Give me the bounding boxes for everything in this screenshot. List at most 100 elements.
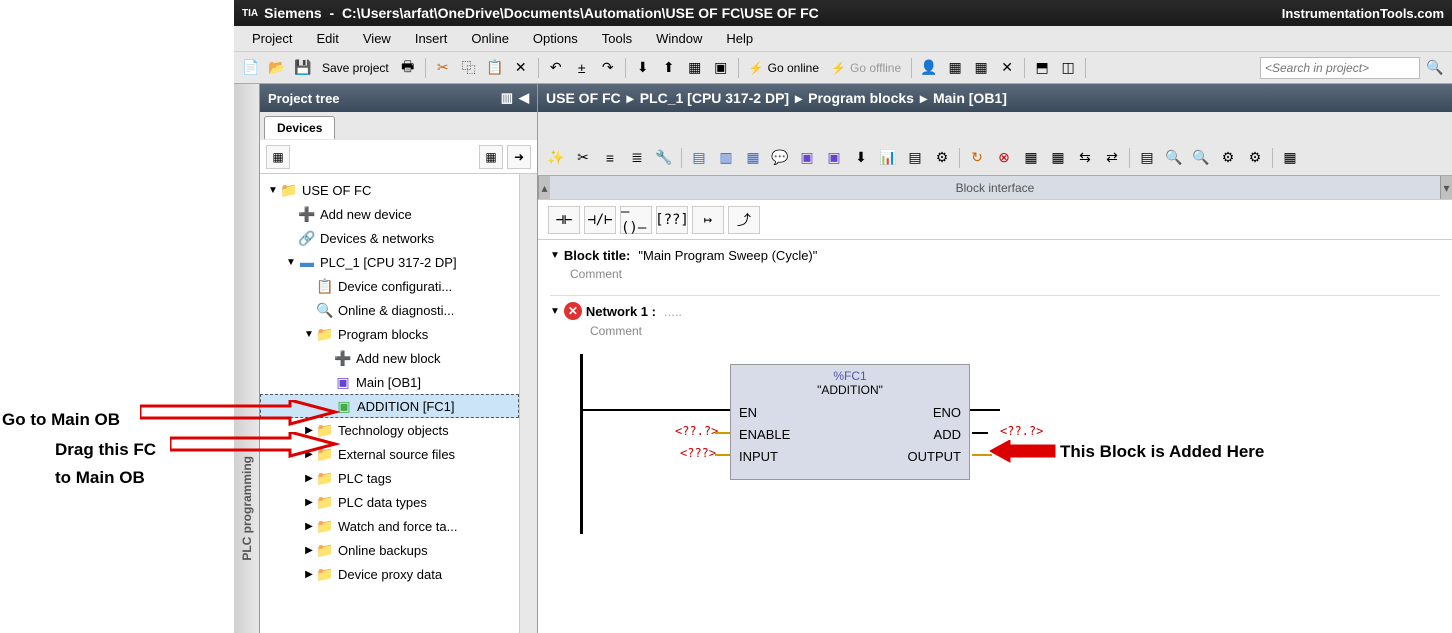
et-icon-9[interactable]: 💬 bbox=[768, 146, 792, 170]
et-icon-23[interactable]: 🔍 bbox=[1162, 146, 1186, 170]
lad-contact-nc-icon[interactable]: ⊣/⊢ bbox=[584, 206, 616, 234]
port-eno[interactable]: ENO bbox=[908, 405, 961, 427]
delete-icon[interactable]: ✕ bbox=[510, 57, 532, 79]
code-area[interactable]: ▼ Block title: "Main Program Sweep (Cycl… bbox=[538, 240, 1452, 633]
save-label[interactable]: Save project bbox=[318, 61, 393, 75]
go-online-button[interactable]: ⚡ Go online bbox=[745, 59, 823, 77]
tree-plc-tags[interactable]: ▶📁PLC tags bbox=[260, 466, 519, 490]
side-tab[interactable]: PLC programming bbox=[234, 84, 260, 633]
et-icon-19[interactable]: ▦ bbox=[1046, 146, 1070, 170]
save-icon[interactable]: 💾 bbox=[292, 57, 314, 79]
et-icon-18[interactable]: ▦ bbox=[1019, 146, 1043, 170]
network-dots[interactable]: ..... bbox=[664, 304, 682, 319]
compile-icon[interactable]: ▦ bbox=[684, 57, 706, 79]
et-icon-4[interactable]: ≣ bbox=[625, 146, 649, 170]
et-icon-25[interactable]: ⚙ bbox=[1216, 146, 1240, 170]
paste-icon[interactable]: 📋 bbox=[484, 57, 506, 79]
cross-icon[interactable]: ✕ bbox=[996, 57, 1018, 79]
lad-branch2-icon[interactable]: ⤴ bbox=[728, 206, 760, 234]
tree-online-backups[interactable]: ▶📁Online backups bbox=[260, 538, 519, 562]
et-icon-21[interactable]: ⇄ bbox=[1100, 146, 1124, 170]
accessible-icon[interactable]: 👤 bbox=[918, 57, 940, 79]
crumb-blocks[interactable]: Program blocks bbox=[808, 90, 914, 106]
tree-online-diag[interactable]: 🔍Online & diagnosti... bbox=[260, 298, 519, 322]
port-enable[interactable]: ENABLE bbox=[739, 427, 790, 449]
tree-watch-force[interactable]: ▶📁Watch and force ta... bbox=[260, 514, 519, 538]
menu-insert[interactable]: Insert bbox=[403, 27, 460, 50]
bi-scroll-up[interactable]: ▴ bbox=[538, 176, 550, 199]
et-icon-16[interactable]: ↻ bbox=[965, 146, 989, 170]
et-icon-17[interactable]: ⊗ bbox=[992, 146, 1016, 170]
lad-coil-icon[interactable]: –()– bbox=[620, 206, 652, 234]
lad-contact-no-icon[interactable]: ⊣⊢ bbox=[548, 206, 580, 234]
collapse-icon[interactable]: ▥ bbox=[501, 90, 513, 106]
et-icon-1[interactable]: ✨ bbox=[544, 146, 568, 170]
et-icon-10[interactable]: ▣ bbox=[795, 146, 819, 170]
lad-branch-icon[interactable]: ↦ bbox=[692, 206, 724, 234]
et-icon-12[interactable]: ⬇ bbox=[849, 146, 873, 170]
menu-tools[interactable]: Tools bbox=[590, 27, 644, 50]
cut-icon[interactable]: ✂ bbox=[432, 57, 454, 79]
et-icon-11[interactable]: ▣ bbox=[822, 146, 846, 170]
search-input[interactable] bbox=[1260, 57, 1420, 79]
tree-devices-networks[interactable]: 🔗Devices & networks bbox=[260, 226, 519, 250]
undo-icon[interactable]: ↶ bbox=[545, 57, 567, 79]
et-icon-15[interactable]: ⚙ bbox=[930, 146, 954, 170]
block-interface-bar[interactable]: ▴ Block interface ▾ bbox=[538, 176, 1452, 200]
redo2-icon[interactable]: ↷ bbox=[597, 57, 619, 79]
et-icon-5[interactable]: 🔧 bbox=[652, 146, 676, 170]
pt-btn2-icon[interactable]: ▦ bbox=[479, 145, 503, 169]
et-icon-26[interactable]: ⚙ bbox=[1243, 146, 1267, 170]
tree-program-blocks[interactable]: ▼📁Program blocks bbox=[260, 322, 519, 346]
port-output[interactable]: OUTPUT bbox=[908, 449, 961, 471]
menu-project[interactable]: Project bbox=[240, 27, 304, 50]
tree-plc[interactable]: ▼▬PLC_1 [CPU 317-2 DP] bbox=[260, 250, 519, 274]
tree-add-device[interactable]: ➕Add new device bbox=[260, 202, 519, 226]
bi-scroll-down[interactable]: ▾ bbox=[1440, 176, 1452, 199]
fc-block[interactable]: %FC1 "ADDITION" EN ENABLE INPUT ENO ADD … bbox=[730, 364, 970, 480]
menu-options[interactable]: Options bbox=[521, 27, 590, 50]
crumb-plc[interactable]: PLC_1 [CPU 317-2 DP] bbox=[640, 90, 789, 106]
download-icon[interactable]: ⬇ bbox=[632, 57, 654, 79]
print-icon[interactable]: 🖶 bbox=[397, 57, 419, 79]
tree-add-block[interactable]: ➕Add new block bbox=[260, 346, 519, 370]
pt-btn1-icon[interactable]: ▦ bbox=[266, 145, 290, 169]
tree-root[interactable]: ▼📁USE OF FC bbox=[260, 178, 519, 202]
redo-icon[interactable]: ± bbox=[571, 57, 593, 79]
tree-main-ob[interactable]: ▣Main [OB1] bbox=[260, 370, 519, 394]
crumb-project[interactable]: USE OF FC bbox=[546, 90, 621, 106]
tab-devices[interactable]: Devices bbox=[264, 116, 335, 139]
operand-input[interactable]: <???> bbox=[680, 446, 716, 460]
et-icon-24[interactable]: 🔍 bbox=[1189, 146, 1213, 170]
tree-plc-datatypes[interactable]: ▶📁PLC data types bbox=[260, 490, 519, 514]
crumb-main[interactable]: Main [OB1] bbox=[933, 90, 1007, 106]
network-header[interactable]: ▼ ✕ Network 1 : ..... bbox=[550, 295, 1440, 320]
open-project-icon[interactable]: 📂 bbox=[266, 57, 288, 79]
et-icon-6[interactable]: ▤ bbox=[687, 146, 711, 170]
port-en[interactable]: EN bbox=[739, 405, 790, 427]
tool1-icon[interactable]: ▦ bbox=[944, 57, 966, 79]
split-v-icon[interactable]: ◫ bbox=[1057, 57, 1079, 79]
pt-btn3-icon[interactable]: ➜ bbox=[507, 145, 531, 169]
menu-view[interactable]: View bbox=[351, 27, 403, 50]
split-h-icon[interactable]: ⬒ bbox=[1031, 57, 1053, 79]
et-icon-8[interactable]: ▦ bbox=[741, 146, 765, 170]
pin-icon[interactable]: ◀ bbox=[519, 90, 529, 106]
block-title-value[interactable]: "Main Program Sweep (Cycle)" bbox=[638, 248, 817, 263]
port-add[interactable]: ADD bbox=[908, 427, 961, 449]
copy-icon[interactable]: ⿻ bbox=[458, 57, 480, 79]
device-icon[interactable]: ▣ bbox=[710, 57, 732, 79]
menu-help[interactable]: Help bbox=[714, 27, 765, 50]
search-go-icon[interactable]: 🔍 bbox=[1424, 57, 1446, 79]
et-icon-22[interactable]: ▤ bbox=[1135, 146, 1159, 170]
tree-device-proxy[interactable]: ▶📁Device proxy data bbox=[260, 562, 519, 586]
et-icon-7[interactable]: ▥ bbox=[714, 146, 738, 170]
port-input[interactable]: INPUT bbox=[739, 449, 790, 471]
et-icon-27[interactable]: ▦ bbox=[1278, 146, 1302, 170]
et-icon-14[interactable]: ▤ bbox=[903, 146, 927, 170]
et-icon-20[interactable]: ⇆ bbox=[1073, 146, 1097, 170]
et-icon-3[interactable]: ≡ bbox=[598, 146, 622, 170]
lad-box-icon[interactable]: [??] bbox=[656, 206, 688, 234]
tree-scrollbar[interactable] bbox=[519, 174, 537, 633]
tree-device-config[interactable]: 📋Device configurati... bbox=[260, 274, 519, 298]
